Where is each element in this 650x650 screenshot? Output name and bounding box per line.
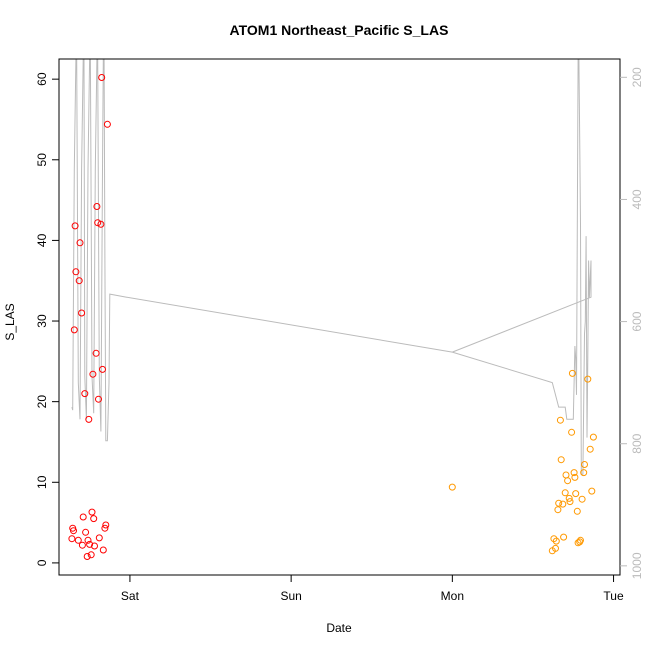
- point-s0-3: [70, 326, 78, 334]
- point-s1-10: [560, 533, 568, 541]
- points-layer: [68, 74, 597, 560]
- y2-tick-label-3: 800: [630, 433, 644, 453]
- point-s1-17: [568, 369, 576, 377]
- point-s0-26: [95, 395, 102, 403]
- plot-frame: [58, 58, 621, 576]
- point-s0-21: [90, 515, 98, 523]
- y-tick-label-2: 20: [35, 395, 49, 409]
- point-s0-6: [74, 536, 82, 544]
- point-s0-19: [88, 508, 96, 516]
- point-s1-7: [556, 416, 564, 424]
- point-s1-27: [581, 461, 588, 468]
- point-s1-21: [573, 507, 581, 515]
- point-s0-32: [101, 524, 109, 532]
- x-axis-label: Date: [326, 621, 352, 635]
- point-s0-31: [99, 546, 107, 554]
- point-s1-5: [554, 506, 562, 514]
- point-s0-13: [82, 528, 90, 536]
- point-s1-9: [559, 500, 567, 508]
- point-s0-11: [79, 513, 87, 521]
- x-tick-label-2: Mon: [441, 589, 464, 603]
- point-s1-24: [577, 536, 584, 544]
- y-axis: 0 10 20 30 40 50 60: [35, 72, 59, 566]
- point-s0-12: [81, 390, 89, 398]
- point-s0-16: [85, 415, 93, 423]
- y-tick-label-3: 30: [35, 314, 49, 328]
- x-tick-label-3: Tue: [603, 589, 624, 603]
- point-s0-30: [99, 365, 106, 373]
- depth-line-layer: [71, 59, 592, 475]
- y-tick-label-5: 50: [35, 153, 49, 167]
- point-s0-20: [89, 370, 97, 378]
- point-s0-10: [78, 541, 86, 549]
- point-s1-29: [586, 445, 594, 453]
- point-s0-8: [76, 239, 84, 247]
- point-s1-26: [580, 469, 588, 477]
- point-s1-2: [550, 535, 558, 543]
- point-s1-18: [570, 469, 578, 477]
- point-s0-29: [98, 74, 106, 81]
- point-s1-3: [552, 544, 559, 552]
- y2-tick-label-4: 1000: [630, 552, 644, 579]
- point-s1-25: [578, 495, 586, 503]
- point-s1-15: [566, 498, 574, 506]
- point-s0-15: [84, 536, 92, 544]
- y2-tick-label-2: 600: [630, 311, 644, 331]
- y-tick-label-4: 40: [35, 233, 49, 247]
- point-s0-7: [75, 277, 83, 285]
- point-s1-20: [572, 490, 580, 498]
- point-s1-4: [552, 537, 560, 545]
- point-s0-28: [97, 220, 105, 228]
- x-tick-label-1: Sun: [280, 589, 301, 603]
- point-s0-2: [70, 527, 77, 535]
- y-tick-label-6: 60: [35, 72, 49, 86]
- point-s0-23: [92, 349, 100, 357]
- point-s1-6: [555, 499, 563, 507]
- right-depth-axis: 200 400 600 800 1000: [620, 67, 644, 579]
- point-s1-0: [448, 483, 456, 491]
- point-s1-13: [564, 477, 572, 485]
- x-axis: Sat Sun Mon Tue: [121, 575, 624, 603]
- point-s0-17: [86, 540, 94, 548]
- point-s1-16: [568, 428, 576, 436]
- y2-tick-label-0: 200: [630, 67, 644, 87]
- point-s1-19: [571, 473, 579, 481]
- point-s0-24: [93, 203, 101, 210]
- x-tick-label-0: Sat: [121, 589, 140, 603]
- point-s0-4: [71, 222, 79, 230]
- y-tick-label-0: 0: [35, 559, 49, 566]
- point-s0-14: [83, 553, 91, 560]
- point-s0-9: [78, 309, 86, 317]
- point-s1-11: [561, 489, 569, 497]
- point-s0-27: [95, 534, 103, 542]
- depth-line: [71, 59, 592, 475]
- point-s0-22: [91, 542, 98, 550]
- y-tick-label-1: 10: [35, 475, 49, 489]
- point-s1-8: [557, 456, 565, 464]
- y2-tick-label-1: 400: [630, 189, 644, 209]
- point-s0-0: [68, 535, 76, 543]
- point-s0-5: [72, 268, 80, 276]
- point-s0-34: [103, 120, 111, 128]
- chart-title: ATOM1 Northeast_Pacific S_LAS: [230, 22, 449, 38]
- point-s0-18: [87, 551, 95, 559]
- point-s1-28: [584, 375, 592, 383]
- point-s1-31: [589, 433, 597, 441]
- point-s1-30: [588, 487, 596, 495]
- point-s1-14: [565, 494, 573, 502]
- point-s0-33: [102, 521, 110, 529]
- y-axis-label: S_LAS: [3, 303, 17, 340]
